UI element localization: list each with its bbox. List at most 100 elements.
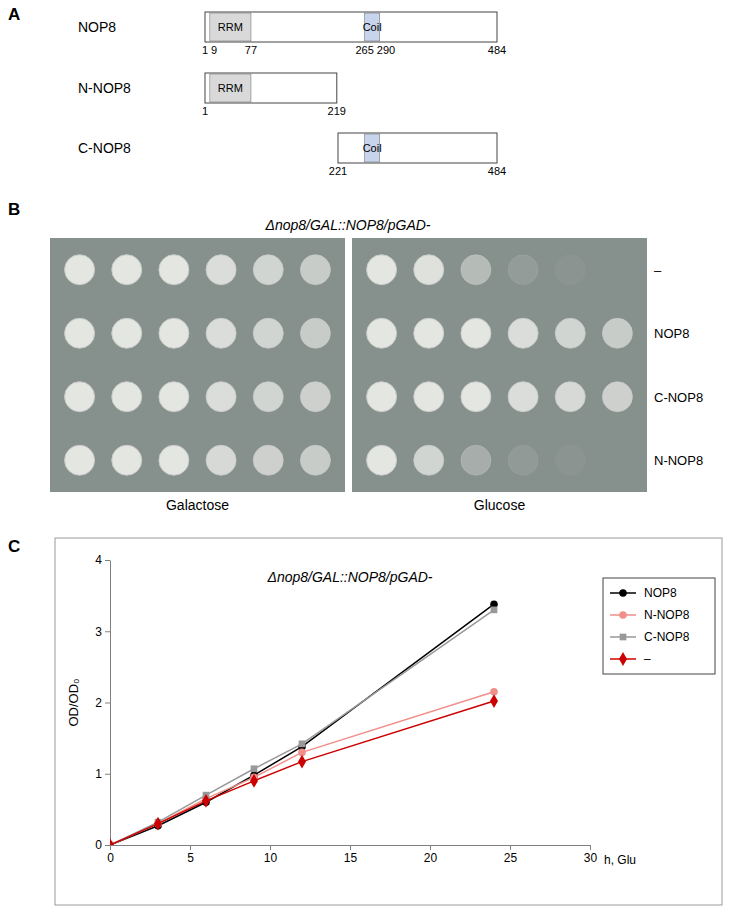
protein-name: C-NOP8: [78, 140, 131, 156]
series-marker: [490, 694, 498, 708]
spot: [367, 445, 397, 475]
condition-label: Galactose: [166, 497, 229, 513]
strain-label: C-NOP8: [654, 390, 703, 405]
tick: 2: [95, 696, 110, 710]
spot: [206, 318, 236, 348]
spot: [555, 255, 585, 285]
legend-label: C-NOP8: [644, 630, 690, 644]
tick: 10: [264, 845, 278, 865]
legend-label: NOP8: [644, 586, 677, 600]
strain-label: –: [654, 263, 662, 278]
domain-box: [210, 13, 251, 41]
plot-area: [110, 600, 498, 845]
tick-mark: [105, 560, 110, 561]
y-axis-title: OD/OD₀: [66, 678, 81, 726]
series-marker: [299, 740, 306, 747]
domain-diagram: NOP8RRMCoil1977265290484N-NOP8RRM1219C-N…: [78, 12, 506, 177]
tick-label: 4: [95, 553, 102, 567]
chart-frame: [55, 538, 722, 905]
series-marker: [251, 765, 258, 772]
spot: [159, 445, 189, 475]
x-axis: 051015202530: [107, 845, 597, 865]
spot: [253, 255, 283, 285]
spot: [461, 318, 491, 348]
tick: 4: [95, 553, 110, 567]
spot: [414, 255, 444, 285]
position-label: 1: [202, 105, 208, 117]
spot: [112, 382, 142, 412]
spot: [508, 318, 538, 348]
spot: [602, 318, 632, 348]
domain-name: RRM: [218, 21, 243, 33]
y-axis: 0 1 2 3 4: [95, 553, 110, 852]
spot: [159, 318, 189, 348]
tick-mark: [105, 774, 110, 775]
tick-mark: [105, 845, 110, 846]
spot: [461, 255, 491, 285]
tick-label: 20: [424, 851, 438, 865]
legend-marker: [619, 589, 627, 597]
spot: [414, 382, 444, 412]
series-line: [110, 610, 494, 845]
spot: [253, 318, 283, 348]
axis-line: [110, 561, 111, 846]
spot: [253, 382, 283, 412]
tick-mark: [270, 845, 271, 850]
protein-box: [205, 73, 337, 103]
plate-photo: [352, 238, 647, 492]
panel-letter: C: [8, 537, 20, 556]
tick-mark: [510, 845, 511, 850]
series-marker: [110, 838, 114, 845]
spot: [461, 382, 491, 412]
spot: [414, 445, 444, 475]
condition-label: Glucose: [474, 497, 526, 513]
series-marker: [154, 817, 162, 831]
tick-mark: [105, 631, 110, 632]
spot: [414, 318, 444, 348]
spot: [300, 318, 330, 348]
series-line: [110, 604, 494, 845]
position-label: 221: [329, 165, 347, 177]
position-label: 290: [377, 44, 395, 56]
tick: 20: [424, 845, 438, 865]
tick-label: 2: [95, 696, 102, 710]
tick-label: 0: [107, 851, 114, 865]
series-marker: [298, 755, 306, 769]
domain-box: [210, 74, 251, 102]
spot: [300, 382, 330, 412]
spot: [206, 445, 236, 475]
spot: [602, 445, 632, 475]
spot: [602, 255, 632, 285]
spot: [367, 255, 397, 285]
position-label: 484: [488, 44, 506, 56]
protein-name: NOP8: [78, 19, 116, 35]
legend-label: –: [644, 652, 651, 666]
tick-label: 3: [95, 625, 102, 639]
tick: 15: [344, 845, 358, 865]
spot: [65, 445, 95, 475]
spot: [555, 445, 585, 475]
domain-name: RRM: [218, 82, 243, 94]
spot: [300, 445, 330, 475]
position-label: 1: [202, 44, 208, 56]
spot: [367, 318, 397, 348]
position-label: 484: [488, 165, 506, 177]
panel-letter: B: [8, 200, 20, 219]
legend-marker: [619, 611, 627, 619]
tick-label: 30: [584, 851, 598, 865]
tick: 1: [95, 767, 110, 781]
protein-box: [205, 12, 497, 42]
tick-mark: [110, 845, 111, 850]
series-marker: [491, 607, 498, 614]
position-label: 265: [355, 44, 373, 56]
spot: [602, 382, 632, 412]
tick: 0: [95, 838, 110, 852]
tick-mark: [350, 845, 351, 850]
tick: 30: [584, 845, 598, 865]
spot: [159, 382, 189, 412]
spot: [65, 255, 95, 285]
legend: NOP8N-NOP8C-NOP8–: [603, 578, 715, 674]
plate-photo: [50, 238, 345, 492]
spot: [112, 318, 142, 348]
spot: [555, 382, 585, 412]
